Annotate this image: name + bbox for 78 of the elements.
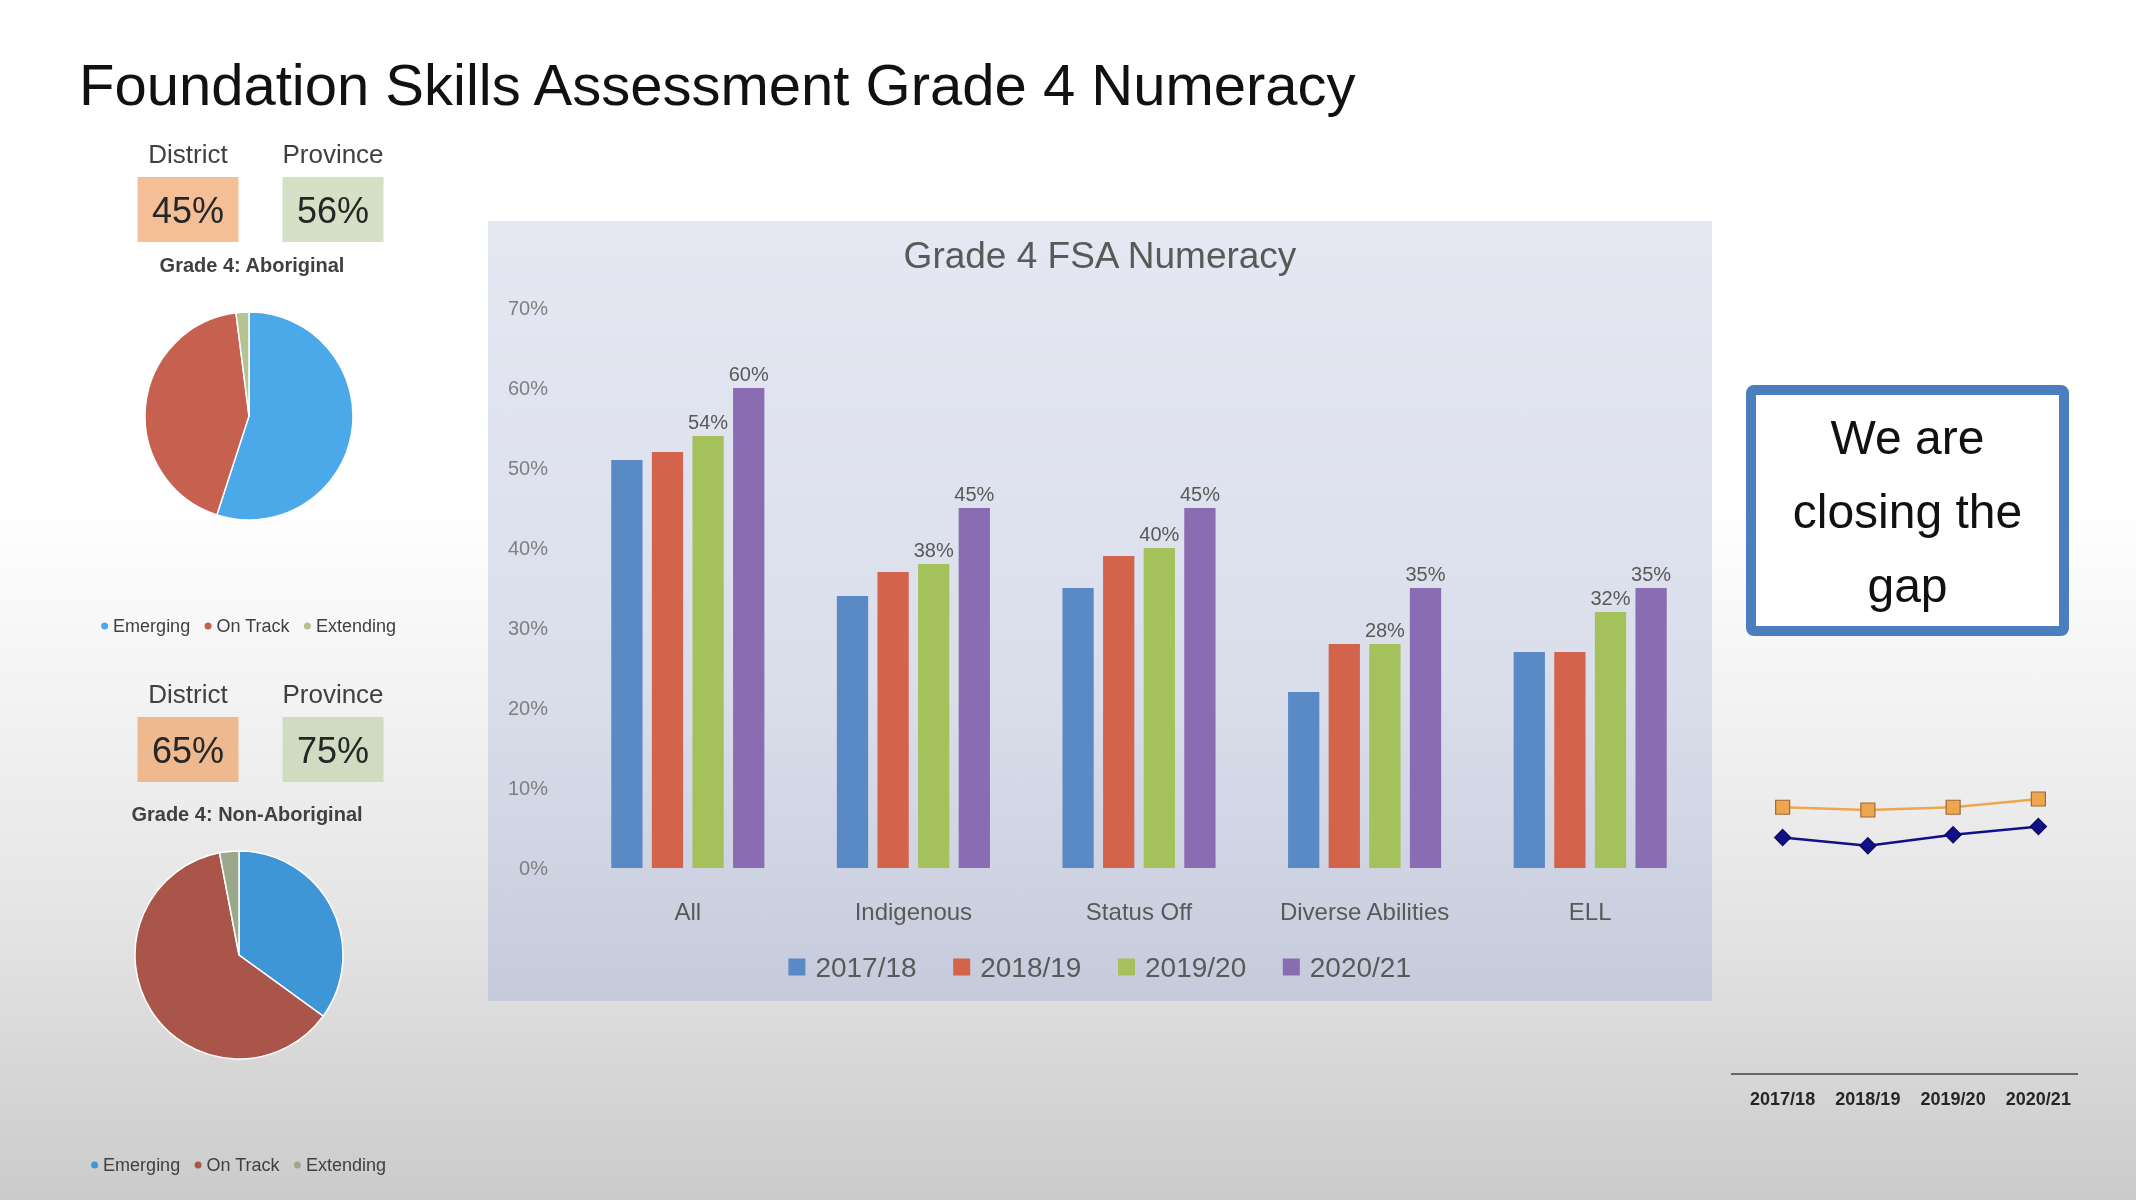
x-tick-label: 2018/19 — [1835, 1089, 1901, 1109]
legend-label: On Track — [206, 1155, 281, 1175]
bar — [1103, 556, 1135, 868]
data-label: 45% — [954, 483, 995, 505]
bar — [1288, 692, 1320, 868]
bar — [1328, 644, 1360, 868]
data-label: 35% — [1405, 563, 1446, 585]
y-tick-label: 60% — [507, 377, 549, 399]
data-label: 40% — [1139, 523, 1180, 545]
x-tick-label: Indigenous — [854, 897, 973, 925]
bar — [1143, 548, 1175, 868]
bar — [1594, 612, 1627, 868]
x-tick-label: 2020/21 — [2005, 1089, 2071, 1109]
y-tick-label: 20% — [507, 697, 549, 719]
point — [1775, 799, 1791, 815]
text: 75% — [296, 729, 370, 770]
y-tick-label: 40% — [507, 537, 549, 559]
y-tick-label: 10% — [507, 777, 549, 799]
bar — [611, 460, 643, 868]
text: We are closing the gap — [1792, 410, 2023, 611]
point — [2029, 817, 2048, 836]
legend-label: On Track — [216, 616, 291, 636]
x-tick-label: 2017/18 — [1750, 1089, 1816, 1109]
bar — [958, 508, 990, 868]
bar — [1062, 588, 1094, 868]
x-tick-label: All — [674, 897, 702, 925]
y-tick-label: 70% — [507, 297, 549, 319]
x-tick-label: Status Off — [1085, 897, 1193, 925]
legend-label: Emerging — [103, 1155, 181, 1175]
bar — [836, 596, 869, 868]
category-label: District — [148, 679, 229, 709]
point — [2030, 791, 2046, 807]
data-label: 38% — [913, 539, 954, 561]
data-label: 60% — [728, 363, 769, 385]
text: Foundation Skills Assessment Grade 4 Numeracy — [79, 51, 1356, 117]
y-tick-label: 50% — [507, 457, 549, 479]
bar — [1369, 644, 1401, 868]
point — [1860, 802, 1876, 818]
data-label: 35% — [1631, 563, 1672, 585]
data-label: 45% — [1179, 483, 1221, 505]
bar — [733, 388, 765, 868]
data-label: 28% — [1364, 619, 1406, 641]
point — [1944, 826, 1962, 844]
data-label: 54% — [688, 411, 729, 433]
bar — [692, 436, 724, 868]
category-label: Province — [282, 679, 384, 709]
category-label: Province — [282, 139, 384, 169]
x-tick-label: ELL — [1568, 897, 1612, 925]
y-tick-label: 0% — [519, 857, 549, 879]
x-tick-label: Diverse Abilities — [1279, 897, 1450, 925]
category-label: District — [148, 139, 229, 169]
legend-label: 2020/21 — [1309, 951, 1412, 983]
bar — [918, 564, 950, 868]
bar — [1409, 588, 1442, 868]
chart-title: Grade 4 FSA Numeracy — [903, 234, 1297, 276]
legend-label: Emerging — [113, 616, 191, 636]
legend-label: 2019/20 — [1145, 951, 1247, 983]
point — [1859, 837, 1877, 855]
text: 65% — [151, 729, 225, 770]
chart-title: Grade 4: Aboriginal — [159, 254, 345, 276]
bar — [651, 452, 684, 868]
legend-label: Extending — [315, 616, 396, 636]
chart-title: Grade 4: Non-Aboriginal — [131, 803, 363, 825]
legend-label: Extending — [305, 1155, 386, 1175]
bar — [1184, 508, 1216, 868]
bar — [877, 572, 909, 868]
bar — [1513, 652, 1545, 868]
y-tick-label: 30% — [507, 617, 549, 639]
point — [1773, 828, 1792, 847]
data-label: 32% — [1590, 587, 1631, 609]
legend-label: 2018/19 — [980, 951, 1082, 983]
bar — [1554, 652, 1586, 868]
text: 56% — [296, 189, 370, 230]
bar — [1635, 588, 1667, 868]
x-tick-label: 2019/20 — [1920, 1089, 1986, 1109]
legend-label: 2017/18 — [815, 951, 917, 983]
text: 45% — [151, 189, 225, 230]
point — [1945, 799, 1961, 815]
